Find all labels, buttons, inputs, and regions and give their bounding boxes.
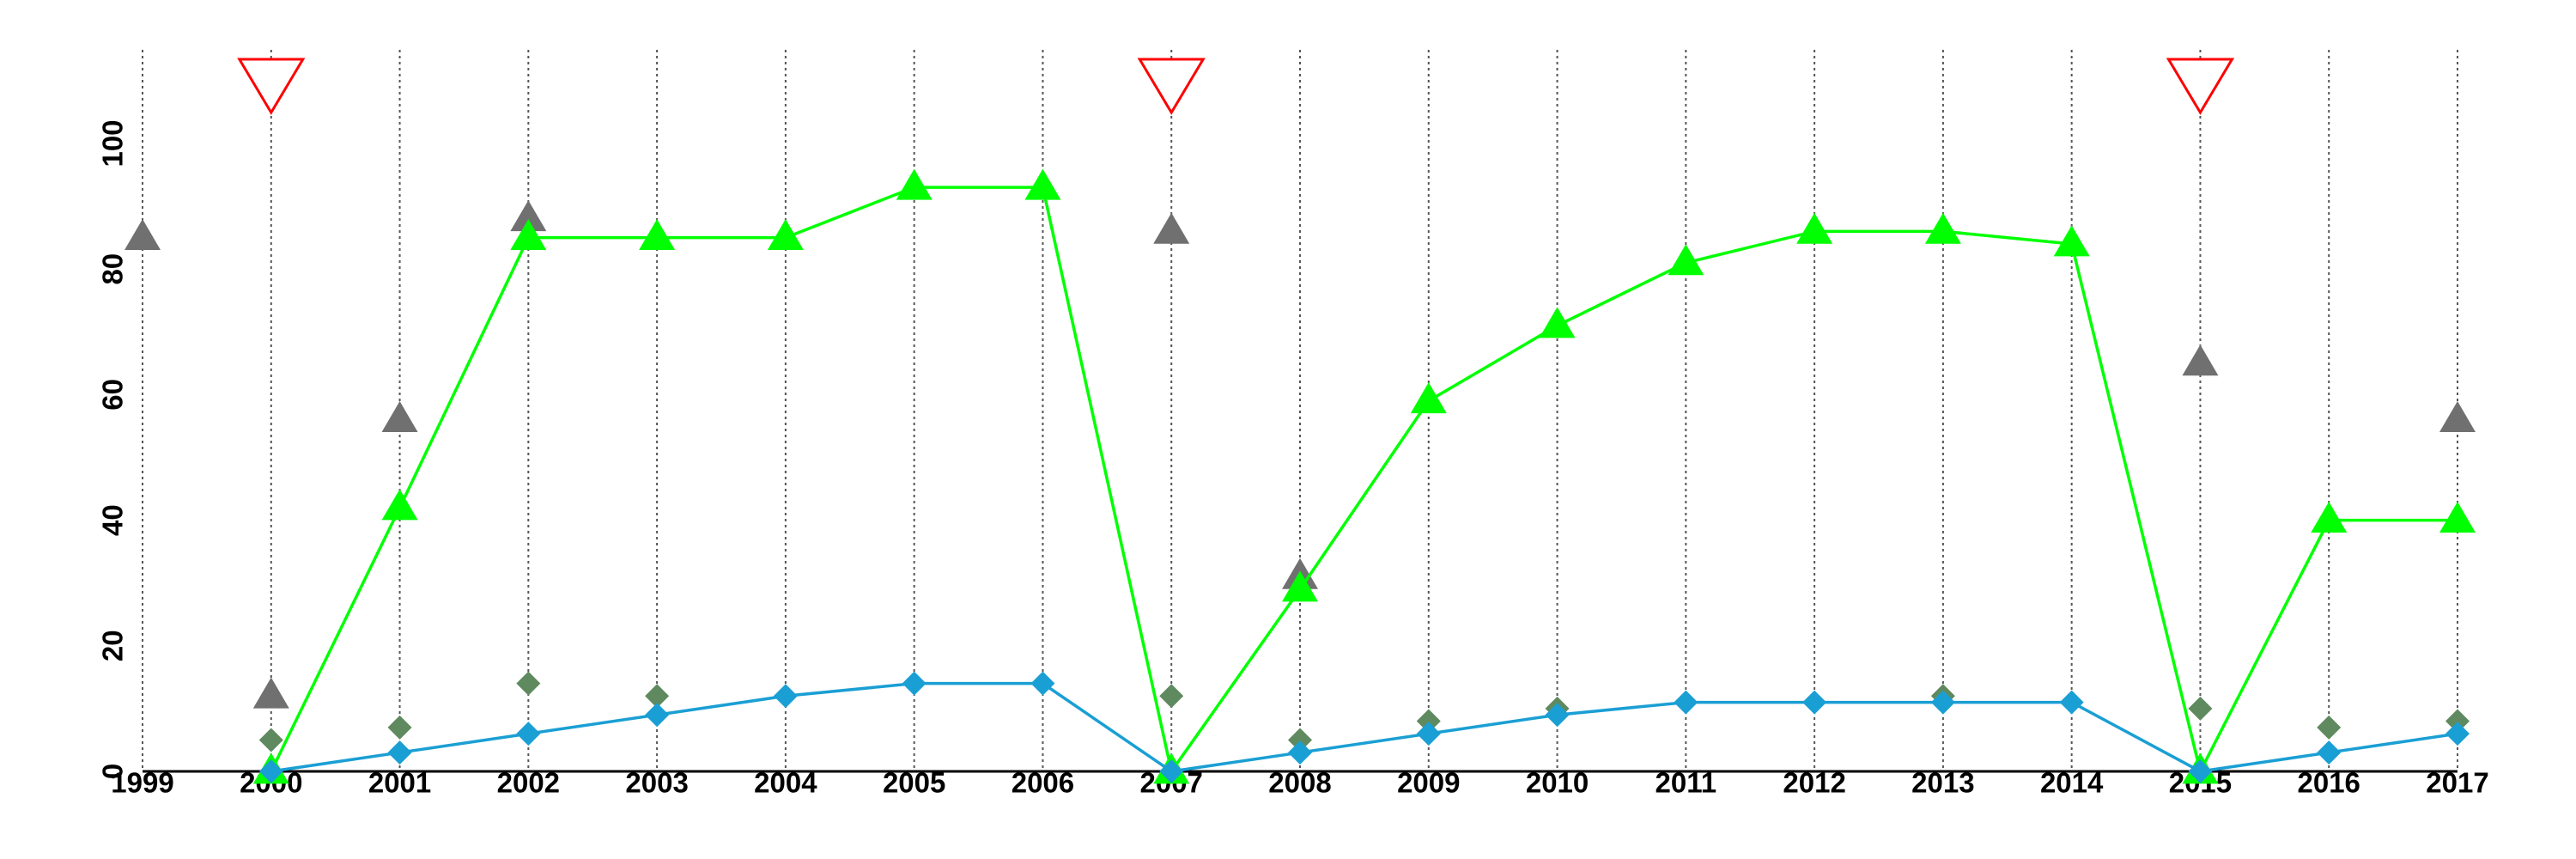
marker xyxy=(387,740,412,765)
y-tick-label: 40 xyxy=(97,504,129,536)
marker xyxy=(1282,570,1318,602)
y-tick-label: 0 xyxy=(97,764,129,779)
marker xyxy=(1930,690,1955,715)
marker xyxy=(1159,684,1184,709)
marker xyxy=(510,200,547,232)
series-line xyxy=(270,681,2458,773)
marker xyxy=(2439,502,2476,533)
marker xyxy=(258,759,283,783)
y-tick-label: 100 xyxy=(97,119,129,167)
marker xyxy=(1802,690,1827,715)
series-line xyxy=(270,186,2458,776)
marker xyxy=(639,219,676,251)
event-marker xyxy=(2166,58,2235,115)
marker xyxy=(510,219,547,251)
marker xyxy=(645,684,670,709)
marker xyxy=(1545,703,1570,728)
marker xyxy=(1153,212,1190,244)
marker xyxy=(2053,225,2090,257)
marker xyxy=(2311,502,2348,533)
marker xyxy=(2059,690,2084,715)
marker xyxy=(902,671,927,696)
marker xyxy=(1796,212,1833,244)
marker xyxy=(645,703,670,728)
marker xyxy=(2439,401,2476,433)
event-marker xyxy=(1137,58,1206,115)
marker xyxy=(1539,307,1576,338)
marker xyxy=(1159,759,1184,783)
y-tick-label: 80 xyxy=(97,253,129,285)
marker xyxy=(2188,759,2213,783)
marker xyxy=(2445,709,2470,734)
marker xyxy=(1416,709,1441,734)
marker xyxy=(2317,740,2342,765)
marker xyxy=(1674,690,1698,715)
marker xyxy=(1024,168,1061,200)
marker xyxy=(125,219,161,251)
marker xyxy=(381,489,418,521)
marker xyxy=(1668,244,1704,276)
marker xyxy=(516,671,541,696)
marker xyxy=(767,219,804,251)
marker xyxy=(2317,715,2342,740)
marker xyxy=(896,168,933,200)
marker xyxy=(1924,212,1961,244)
y-tick-label: 20 xyxy=(97,630,129,661)
y-tick-label: 60 xyxy=(97,379,129,411)
marker xyxy=(2182,344,2219,376)
marker xyxy=(387,715,412,740)
marker xyxy=(516,722,541,746)
event-marker xyxy=(237,58,306,115)
marker xyxy=(1288,728,1312,752)
marker xyxy=(1416,722,1441,746)
marker xyxy=(252,677,289,709)
marker xyxy=(773,684,798,709)
marker xyxy=(381,401,418,433)
marker xyxy=(2188,696,2213,721)
marker xyxy=(1030,671,1055,696)
marker xyxy=(1410,382,1447,414)
marker xyxy=(1288,740,1312,765)
marker xyxy=(2445,722,2470,746)
marker xyxy=(258,728,283,752)
